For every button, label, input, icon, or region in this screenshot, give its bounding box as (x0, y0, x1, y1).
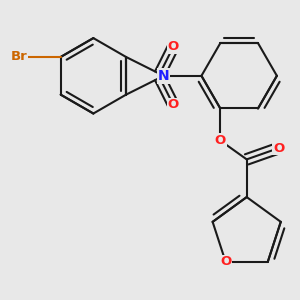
Text: O: O (168, 40, 179, 53)
Text: O: O (220, 255, 231, 268)
Text: Br: Br (11, 50, 28, 64)
Text: O: O (168, 98, 179, 111)
Text: O: O (273, 142, 284, 154)
Text: N: N (158, 69, 170, 83)
Text: O: O (215, 134, 226, 147)
